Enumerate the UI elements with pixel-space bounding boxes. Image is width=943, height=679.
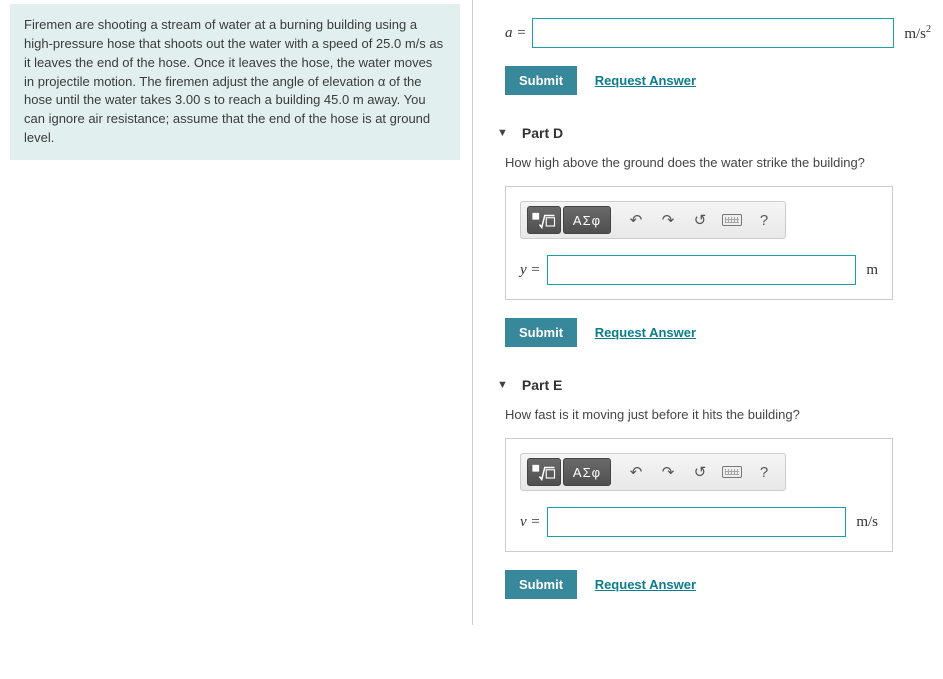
problem-panel: Firemen are shooting a stream of water a… — [0, 0, 470, 625]
templates-icon[interactable] — [527, 458, 561, 486]
keyboard-icon[interactable] — [717, 206, 747, 234]
var-label-d: y = — [520, 262, 541, 279]
part-header-d: ▼ Part D — [497, 125, 931, 141]
part-header-e: ▼ Part E — [497, 377, 931, 393]
request-answer-link-a[interactable]: Request Answer — [595, 73, 696, 88]
part-question-d: How high above the ground does the water… — [505, 155, 931, 170]
part-question-e: How fast is it moving just before it hit… — [505, 407, 931, 422]
answer-input-a[interactable] — [532, 18, 894, 48]
vertical-divider — [472, 0, 473, 625]
unit-label-a: m/s2 — [904, 24, 931, 43]
submit-button-a[interactable]: Submit — [505, 66, 577, 95]
answer-input-d[interactable] — [547, 255, 857, 285]
submit-row-d: Submit Request Answer — [505, 318, 931, 347]
input-row-a: a = m/s2 — [505, 18, 931, 48]
submit-row-a: Submit Request Answer — [505, 66, 931, 95]
input-row-d: y = m — [520, 255, 878, 285]
var-label-a: a = — [505, 25, 526, 42]
var-label-e: v = — [520, 514, 541, 531]
submit-row-e: Submit Request Answer — [505, 570, 931, 599]
answer-input-e[interactable] — [547, 507, 847, 537]
collapse-icon[interactable]: ▼ — [497, 379, 508, 391]
templates-icon[interactable] — [527, 206, 561, 234]
input-row-e: v = m/s — [520, 507, 878, 537]
part-title-d: Part D — [522, 125, 563, 141]
undo-icon[interactable]: ↶ — [621, 206, 651, 234]
redo-icon[interactable]: ↷ — [653, 206, 683, 234]
undo-icon[interactable]: ↶ — [621, 458, 651, 486]
greek-button[interactable]: ΑΣφ — [563, 458, 611, 486]
request-answer-link-d[interactable]: Request Answer — [595, 325, 696, 340]
request-answer-link-e[interactable]: Request Answer — [595, 577, 696, 592]
submit-button-d[interactable]: Submit — [505, 318, 577, 347]
toolbar-d: ΑΣφ ↶ ↷ ↺ ? — [520, 201, 786, 239]
part-title-e: Part E — [522, 377, 562, 393]
unit-label-e: m/s — [856, 514, 878, 531]
reset-icon[interactable]: ↺ — [685, 458, 715, 486]
collapse-icon[interactable]: ▼ — [497, 127, 508, 139]
submit-button-e[interactable]: Submit — [505, 570, 577, 599]
redo-icon[interactable]: ↷ — [653, 458, 683, 486]
reset-icon[interactable]: ↺ — [685, 206, 715, 234]
help-icon[interactable]: ? — [749, 458, 779, 486]
answer-box-d: ΑΣφ ↶ ↷ ↺ ? y = m — [505, 186, 893, 300]
greek-button[interactable]: ΑΣφ — [563, 206, 611, 234]
help-icon[interactable]: ? — [749, 206, 779, 234]
answer-panel: a = m/s2 Submit Request Answer ▼ Part D … — [475, 0, 943, 625]
toolbar-e: ΑΣφ ↶ ↷ ↺ ? — [520, 453, 786, 491]
keyboard-icon[interactable] — [717, 458, 747, 486]
problem-text: Firemen are shooting a stream of water a… — [10, 4, 460, 160]
answer-box-e: ΑΣφ ↶ ↷ ↺ ? v = m/s — [505, 438, 893, 552]
unit-label-d: m — [866, 262, 878, 279]
